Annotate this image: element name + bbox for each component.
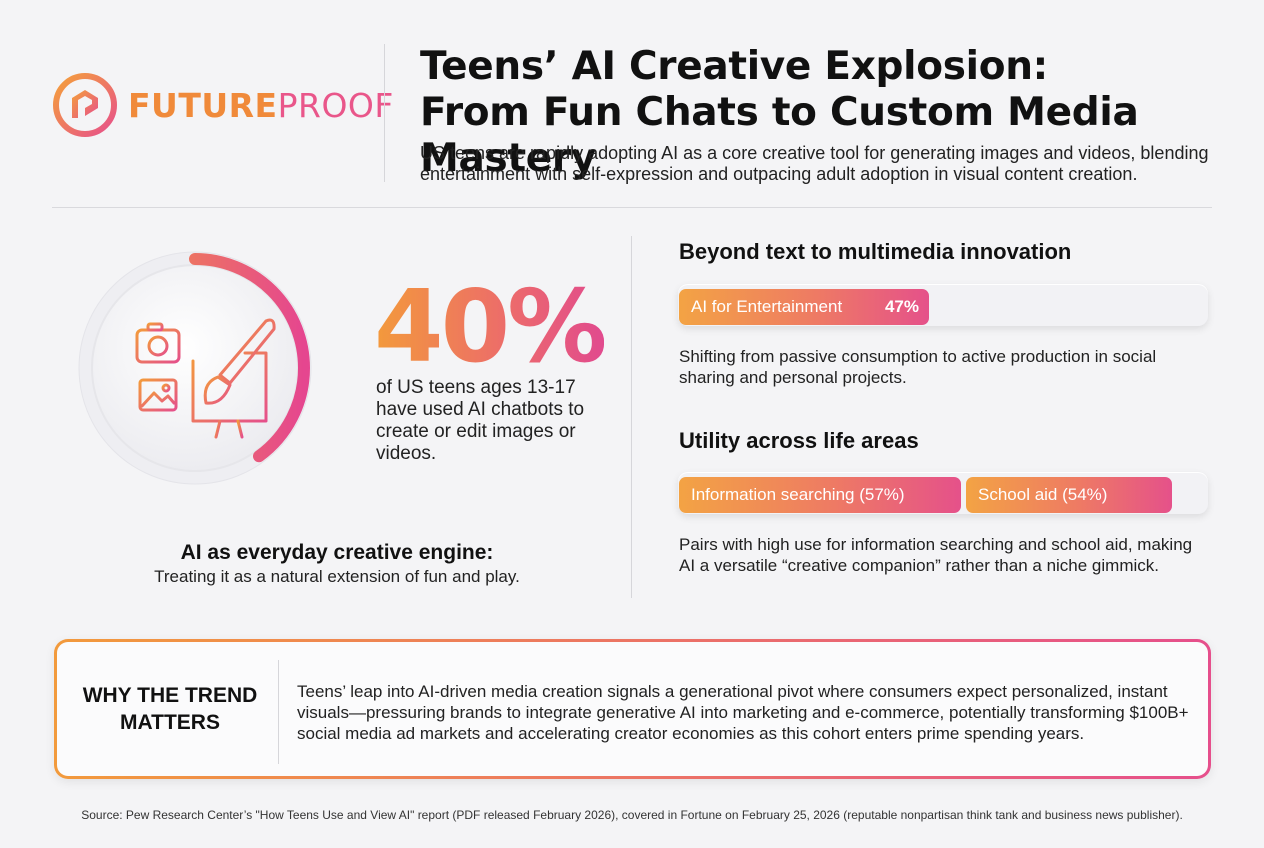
- information-searching-label: Information searching (57%): [691, 485, 905, 504]
- utility-title: Utility across life areas: [679, 428, 919, 453]
- engine-subtitle: Treating it as a natural extension of fu…: [154, 567, 520, 586]
- title-line-2: From Fun Chats to Custom Media Mastery: [420, 90, 1139, 181]
- page-subtitle: US teens are rapidly adopting AI as a co…: [420, 143, 1209, 184]
- utility-bar-track: Information searching (57%) School aid (…: [678, 472, 1208, 514]
- why-trend-matters-box: WHY THE TREND MATTERS Teens’ leap into A…: [54, 639, 1211, 779]
- stat-ring: [70, 243, 320, 493]
- section-divider: [52, 207, 1212, 208]
- title-line-1: Teens’ AI Creative Explosion:: [420, 44, 1048, 89]
- creative-media-icon: [135, 318, 276, 439]
- brand-name: FUTUREPROOF: [128, 86, 394, 125]
- source-citation: Source: Pew Research Center’s "How Teens…: [81, 808, 1183, 822]
- stat-description: of US teens ages 13-17 have used AI chat…: [376, 377, 585, 464]
- column-divider: [631, 236, 632, 598]
- matters-label-line-2: MATTERS: [120, 711, 220, 734]
- futureproof-logo-icon: [53, 73, 117, 137]
- multimedia-description: Shifting from passive consumption to act…: [679, 347, 1157, 387]
- school-aid-bar: School aid (54%): [966, 477, 1172, 513]
- school-aid-label: School aid (54%): [978, 485, 1108, 504]
- progress-ring: [78, 251, 312, 485]
- header-divider: [384, 44, 385, 182]
- matters-divider: [278, 660, 279, 764]
- stat-value: 40%: [374, 268, 607, 385]
- header: FUTUREPROOF Teens’ AI Creative Explosion…: [0, 0, 1264, 210]
- entertainment-bar: AI for Entertainment 47%: [679, 289, 929, 325]
- information-searching-bar: Information searching (57%): [679, 477, 961, 513]
- utility-description: Pairs with high use for information sear…: [679, 535, 1193, 575]
- page-title: Teens’ AI Creative Explosion: From Fun C…: [420, 44, 1264, 182]
- why-trend-matters-label: WHY THE TREND MATTERS: [75, 682, 265, 736]
- entertainment-bar-label: AI for Entertainment: [691, 297, 843, 316]
- brand-name-part2: PROOF: [277, 85, 394, 125]
- entertainment-bar-track: AI for Entertainment 47%: [678, 284, 1208, 326]
- brand-logo[interactable]: FUTUREPROOF: [52, 72, 394, 138]
- entertainment-bar-value: 47%: [884, 297, 919, 316]
- why-trend-matters-text: Teens’ leap into AI-driven media creatio…: [297, 682, 1189, 743]
- progress-ring-arc: [80, 253, 310, 483]
- brand-name-part1: FUTURE: [128, 85, 278, 125]
- engine-title: AI as everyday creative engine:: [180, 541, 494, 564]
- matters-label-line-1: WHY THE TREND: [82, 684, 258, 707]
- multimedia-title: Beyond text to multimedia innovation: [679, 239, 1072, 264]
